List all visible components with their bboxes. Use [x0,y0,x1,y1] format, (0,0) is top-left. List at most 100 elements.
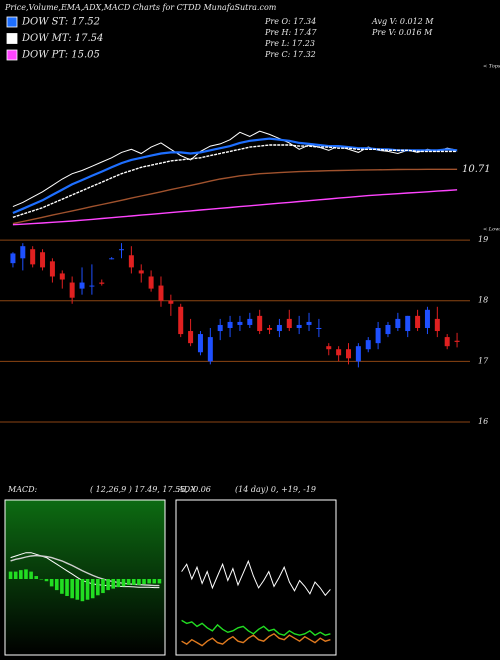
annotation: Pre H: 17.47 [264,28,318,37]
series-line [12,168,458,225]
candle-body [227,321,233,328]
candle-body [257,315,263,332]
candle-body [424,309,430,328]
histogram-bar [60,579,64,594]
candle-body [395,318,401,328]
candle-body [454,340,460,342]
candle-body [316,328,322,329]
candle-body [40,252,46,268]
legend-swatch [6,33,18,44]
histogram-bar [85,579,90,600]
histogram-bar [13,571,18,579]
histogram-bar [116,579,121,588]
candle-body [247,318,253,325]
candle-body [207,337,213,362]
histogram-bar [29,571,33,579]
annotation: Avg V: 0.012 M [371,17,434,26]
histogram-bar [157,579,162,584]
candle-body [346,349,351,359]
candle-body [197,334,203,353]
y-tick-label: 16 [478,417,488,426]
candle-body [296,324,302,328]
y-tick-label: 10.71 [462,164,491,175]
candle-body [99,282,105,284]
candle-body [375,328,381,344]
histogram-bar [101,579,105,594]
histogram-bar [121,579,126,587]
candle-body [128,255,134,268]
histogram-bar [39,579,44,580]
candle-body [365,340,371,350]
histogram-bar [106,579,110,591]
candle-body [69,282,75,298]
histogram-bar [111,579,116,589]
annotation: < Tops [483,64,500,70]
series-line [12,144,458,218]
histogram-bar [54,579,59,591]
adx-title: ADX [177,485,196,494]
series-line [181,619,331,637]
candle-body [178,306,184,335]
histogram-bar [90,579,95,599]
adx-panel [175,499,337,656]
histogram-bar [142,579,146,585]
histogram-bar [70,579,74,599]
annotation: < Lows [483,227,500,233]
legend-label: DOW PT: 15.05 [21,50,100,61]
histogram-bar [152,579,157,584]
chart-title: Price,Volume,EMA,ADX,MACD Charts for CTD… [4,3,277,12]
candle-body [267,328,273,330]
series-line [10,552,160,589]
histogram-bar [126,579,131,585]
series-line [181,632,331,647]
histogram-bar [131,579,136,585]
candle-body [138,270,144,274]
annotation: Pre C: 17.32 [264,50,316,59]
candle-body [444,337,450,347]
candle-body [336,349,342,356]
macd-panel [4,499,166,656]
candle-body [148,276,154,289]
annotation: Pre V: 0.016 M [371,28,433,37]
legend-label: DOW MT: 17.54 [21,33,103,44]
histogram-bar [75,579,80,600]
annotation: Pre L: 17.23 [264,39,315,48]
y-tick-label: 17 [478,356,489,365]
annotation: Pre O: 17.34 [264,17,316,26]
histogram-bar [24,569,28,579]
series-line [12,130,458,208]
histogram-bar [34,576,39,579]
legend-swatch [6,49,18,61]
histogram-bar [8,571,13,579]
candle-body [355,346,361,362]
candle-body [89,285,95,287]
candle-body [168,300,174,304]
histogram-bar [137,579,141,585]
candle-body [326,346,332,350]
histogram-bar [65,579,69,597]
candle-body [119,249,124,251]
candle-body [49,261,55,277]
macd-subtitle: ( 12,26,9 ) 17.49, 17.55, -0.06 [90,485,211,494]
candle-body [188,331,194,344]
adx-subtitle: (14 day) 0, +19, -19 [235,485,316,494]
series-line [12,189,458,226]
y-tick-label: 19 [478,235,488,244]
candle-body [217,324,223,332]
candle-body [237,321,243,325]
series-line [181,559,331,597]
candle-body [20,246,26,259]
histogram-bar [147,579,151,584]
candle-body [276,324,282,332]
candle-body [30,249,36,265]
legend-swatch [6,16,18,28]
macd-title: MACD: [7,485,38,494]
candle-body [415,315,421,328]
candle-body [405,315,411,332]
y-tick-label: 18 [478,296,488,305]
candle-body [434,318,440,332]
candle-body [385,324,391,335]
legend-label: DOW ST: 17.52 [21,17,100,28]
